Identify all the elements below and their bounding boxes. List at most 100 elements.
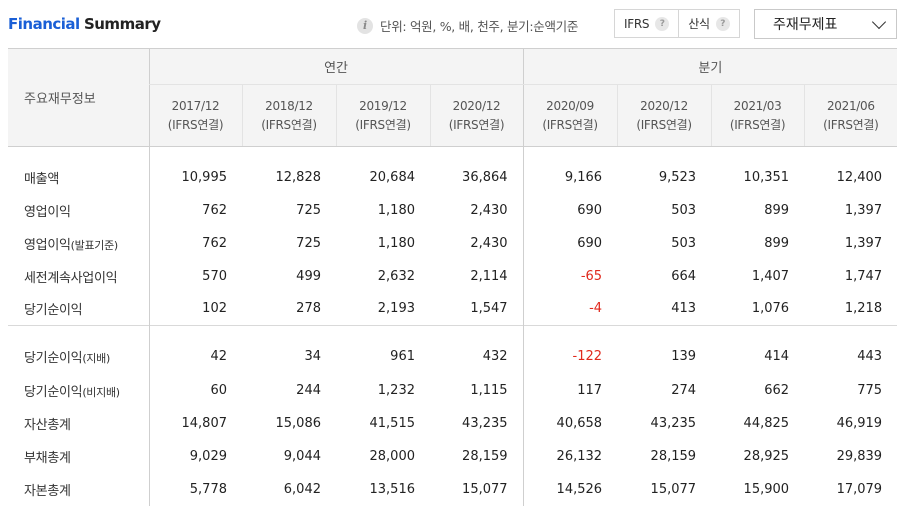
row-label-text: 자본총계 <box>24 483 71 499</box>
table-cell: 14,526 <box>522 472 618 506</box>
row-label-text: 당기순이익 <box>24 303 83 319</box>
row-label: 당기순이익 <box>8 293 149 326</box>
row-label-sub: (비지배) <box>82 385 120 399</box>
row-label: 자본총계 <box>8 473 149 506</box>
table-cell: 60 <box>148 373 242 407</box>
table-cell: 34 <box>242 325 336 374</box>
table-cell: -4 <box>522 292 618 326</box>
table-cell: 690 <box>522 226 618 260</box>
row-label-sub: (발표기준) <box>70 238 119 252</box>
table-row: 당기순이익 102 278 2,193 1,547 -4 413 1,076 1,218 <box>8 292 897 326</box>
table-cell: 12,400 <box>836 169 883 185</box>
statement-type-select[interactable]: 주재무제표 <box>754 9 897 39</box>
row-label: 자산총계 <box>8 407 149 440</box>
row-label-text: 자산총계 <box>24 417 71 433</box>
table-cell: 1,397 <box>844 202 883 218</box>
column-basis: (IFRS연결) <box>636 117 692 132</box>
table-cell: 26,132 <box>522 439 618 473</box>
row-label-text: 부채총계 <box>24 450 71 466</box>
table-cell: 15,900 <box>743 481 790 497</box>
column-basis: (IFRS연결) <box>542 117 598 132</box>
table-cell: 662 <box>764 382 790 398</box>
table-cell: 1,218 <box>844 301 883 317</box>
row-label: 당기순이익(비지배) <box>8 374 149 407</box>
ifrs-label: IFRS <box>624 16 650 31</box>
row-label-text: 당기순이익 <box>24 384 83 400</box>
row-label-text: 영업이익 <box>24 237 71 253</box>
title-part-1: Financial <box>8 15 80 33</box>
table-cell: 664 <box>671 268 697 284</box>
table-cell: 2,430 <box>470 235 508 251</box>
column-header: 2017/12 (IFRS연결) <box>148 84 242 147</box>
table-cell: 762 <box>148 193 242 227</box>
table-cell: 29,839 <box>836 448 883 464</box>
table-cell: 28,159 <box>650 448 697 464</box>
column-basis: (IFRS연결) <box>729 117 786 132</box>
table-row: 당기순이익(비지배) 60 244 1,232 1,115 117 274 662 775 <box>8 373 897 407</box>
row-header: 주요재무정보 <box>8 48 149 147</box>
column-period: 2020/09 <box>546 98 594 113</box>
column-header: 2021/06 (IFRS연결) <box>803 84 898 147</box>
financial-summary-table: 주요재무정보 연간 분기 2017/12 (IFRS연결) 2018/12 (IFRS… <box>8 48 898 506</box>
column-basis: (IFRS연결) <box>448 117 505 132</box>
table-cell: 274 <box>671 382 697 398</box>
table-cell: 139 <box>617 325 712 374</box>
row-label-text: 매출액 <box>24 171 59 187</box>
column-header: 2021/03 (IFRS연결) <box>710 84 805 147</box>
table-cell: 1,547 <box>470 301 508 317</box>
table-cell: 899 <box>764 202 790 218</box>
table-cell: 12,828 <box>275 169 322 185</box>
question-icon[interactable]: ? <box>655 16 670 31</box>
table-cell: 44,825 <box>743 415 790 431</box>
column-header: 2019/12 (IFRS연결) <box>335 84 430 147</box>
row-label-text: 세전계속사업이익 <box>24 270 118 286</box>
table-cell: 244 <box>296 382 321 398</box>
table-cell: 15,077 <box>650 481 697 497</box>
formula-button[interactable]: 산식 ? <box>678 10 738 37</box>
column-header: 2020/09 (IFRS연결) <box>522 84 618 147</box>
table-cell: 15,086 <box>275 415 322 431</box>
table-cell: 570 <box>148 259 242 293</box>
table-cell: 1,180 <box>377 235 415 251</box>
table-cell: 5,778 <box>148 472 242 506</box>
column-basis: (IFRS연결) <box>167 117 224 132</box>
table-cell: 15,077 <box>462 481 508 497</box>
info-icon[interactable]: i <box>357 17 373 34</box>
table-cell: 432 <box>430 325 524 374</box>
table-cell: 499 <box>296 268 321 284</box>
table-cell: 6,042 <box>283 481 321 497</box>
table-cell: -122 <box>522 325 618 374</box>
table-row: 부채총계 9,029 9,044 28,000 28,159 26,132 28,159 28… <box>8 439 897 473</box>
row-label: 부채총계 <box>8 440 149 473</box>
table-cell: 899 <box>764 235 790 251</box>
table-cell: 1,115 <box>470 382 508 398</box>
page-title: Financial Summary <box>8 15 161 33</box>
table-cell: 414 <box>711 325 805 374</box>
table-cell: 503 <box>671 202 697 218</box>
table-row: 자산총계 14,807 15,086 41,515 43,235 40,658 43,235… <box>8 406 897 440</box>
column-basis: (IFRS연결) <box>823 117 879 132</box>
table-row: 세전계속사업이익 570 499 2,632 2,114 -65 664 1,407 1,747 <box>8 259 897 293</box>
table-row: 영업이익(발표기준) 762 725 1,180 2,430 690 503 899 1,397 <box>8 226 897 260</box>
column-period: 2019/12 <box>359 98 407 113</box>
group-header-annual: 연간 <box>148 48 524 85</box>
ifrs-button[interactable]: IFRS ? <box>615 10 678 37</box>
column-basis: (IFRS연결) <box>355 117 411 132</box>
statement-type-value: 주재무제표 <box>773 17 838 33</box>
unit-info: i 단위: 억원, %, 배, 천주, 분기:순액기준 <box>357 16 578 35</box>
chevron-down-icon <box>871 14 887 29</box>
table-cell: 9,523 <box>658 169 697 185</box>
table-cell: 725 <box>296 202 321 218</box>
question-icon[interactable]: ? <box>715 16 730 31</box>
table-cell: 36,864 <box>462 169 508 185</box>
row-label: 당기순이익(지배) <box>8 325 149 374</box>
table-cell: 43,235 <box>462 415 508 431</box>
table-cell: 14,807 <box>148 406 242 440</box>
table-cell: 2,193 <box>377 301 415 317</box>
table-row: 매출액 10,995 12,828 20,684 36,864 9,166 9,523 10,… <box>8 146 897 194</box>
option-buttons: IFRS ? 산식 ? <box>614 9 740 38</box>
table-cell: 41,515 <box>369 415 416 431</box>
title-part-2: Summary <box>83 15 161 33</box>
table-cell: 443 <box>804 325 898 374</box>
table-row: 자본총계 5,778 6,042 13,516 15,077 14,526 15,077 15… <box>8 472 897 506</box>
